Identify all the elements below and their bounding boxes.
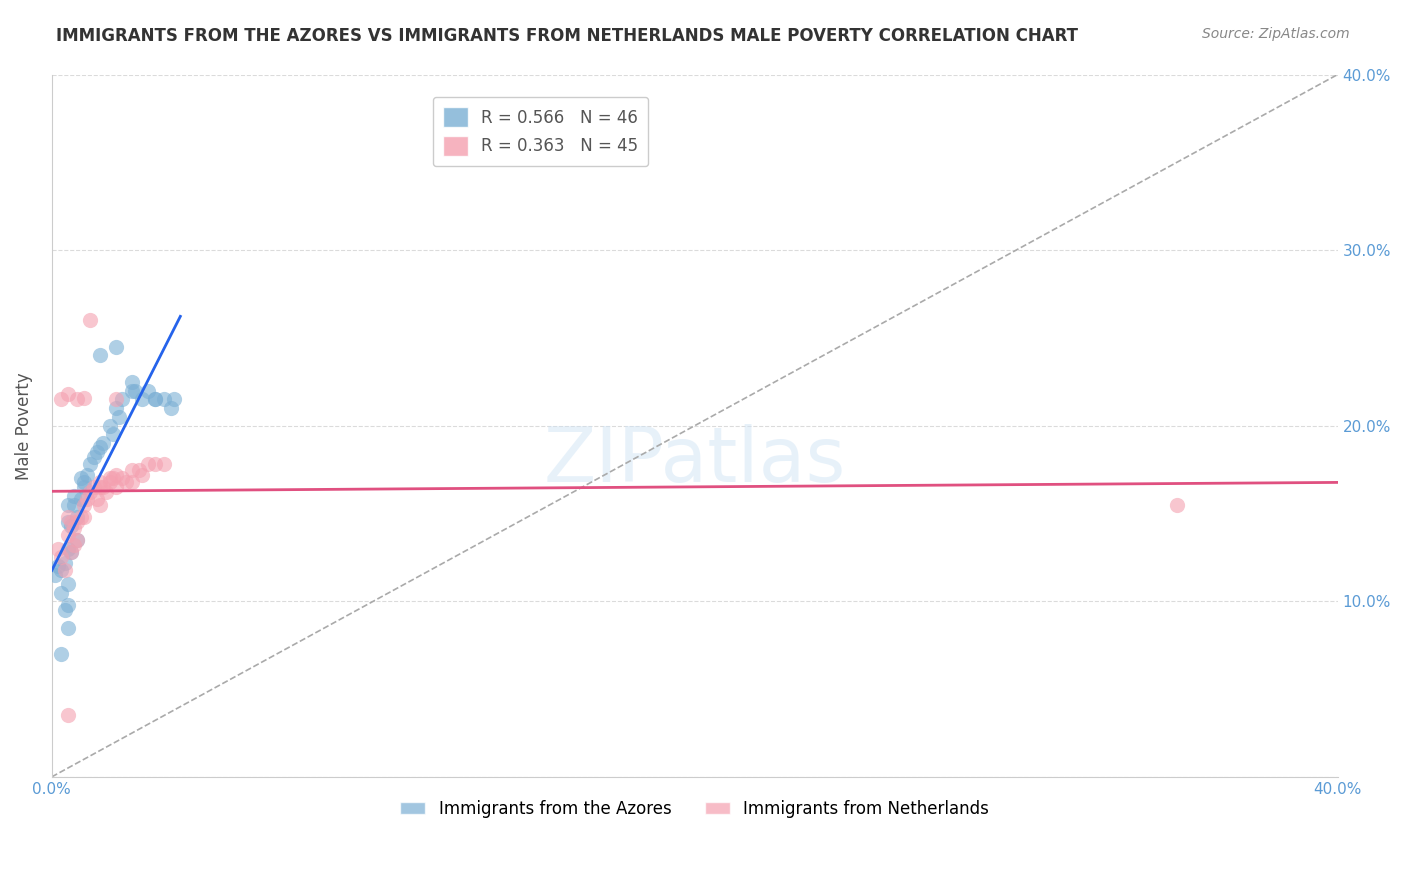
Point bbox=[66, 533, 89, 547]
Point bbox=[89, 498, 111, 512]
Point bbox=[89, 480, 111, 494]
Point bbox=[105, 340, 128, 354]
Point bbox=[163, 392, 186, 407]
Point bbox=[51, 647, 73, 661]
Point bbox=[128, 462, 150, 476]
Point bbox=[69, 471, 91, 485]
Point bbox=[66, 392, 89, 407]
Point bbox=[66, 510, 89, 524]
Text: IMMIGRANTS FROM THE AZORES VS IMMIGRANTS FROM NETHERLANDS MALE POVERTY CORRELATI: IMMIGRANTS FROM THE AZORES VS IMMIGRANTS… bbox=[56, 27, 1078, 45]
Point bbox=[101, 471, 124, 485]
Point bbox=[108, 409, 131, 424]
Point bbox=[73, 510, 96, 524]
Point bbox=[51, 392, 73, 407]
Point bbox=[60, 545, 83, 559]
Point bbox=[105, 467, 128, 482]
Point bbox=[98, 418, 121, 433]
Point bbox=[79, 458, 101, 472]
Point bbox=[143, 392, 166, 407]
Point bbox=[76, 492, 98, 507]
Point bbox=[121, 375, 143, 389]
Point bbox=[51, 585, 73, 599]
Point bbox=[63, 538, 86, 552]
Point bbox=[46, 559, 69, 574]
Point bbox=[114, 475, 136, 489]
Point bbox=[79, 313, 101, 327]
Point bbox=[131, 467, 153, 482]
Point bbox=[98, 475, 121, 489]
Point bbox=[105, 392, 128, 407]
Point bbox=[60, 515, 83, 529]
Point bbox=[86, 492, 108, 507]
Point bbox=[53, 603, 76, 617]
Point bbox=[91, 436, 114, 450]
Point bbox=[53, 556, 76, 570]
Point bbox=[56, 527, 79, 541]
Point bbox=[79, 485, 101, 500]
Point bbox=[153, 458, 176, 472]
Point bbox=[136, 458, 159, 472]
Point bbox=[60, 545, 83, 559]
Point bbox=[66, 533, 89, 547]
Point bbox=[63, 498, 86, 512]
Point bbox=[56, 541, 79, 556]
Point bbox=[56, 515, 79, 529]
Point bbox=[153, 392, 176, 407]
Point bbox=[56, 510, 79, 524]
Point bbox=[69, 492, 91, 507]
Point bbox=[73, 498, 96, 512]
Point bbox=[73, 391, 96, 405]
Point bbox=[56, 498, 79, 512]
Point bbox=[121, 384, 143, 398]
Point bbox=[51, 550, 73, 565]
Point bbox=[56, 387, 79, 401]
Point bbox=[111, 471, 134, 485]
Point bbox=[101, 427, 124, 442]
Point bbox=[53, 563, 76, 577]
Point bbox=[136, 384, 159, 398]
Point bbox=[121, 475, 143, 489]
Point bbox=[56, 576, 79, 591]
Text: ZIPatlas: ZIPatlas bbox=[544, 424, 846, 498]
Point bbox=[66, 515, 89, 529]
Point bbox=[73, 480, 96, 494]
Point bbox=[131, 392, 153, 407]
Point bbox=[91, 480, 114, 494]
Text: Source: ZipAtlas.com: Source: ZipAtlas.com bbox=[1202, 27, 1350, 41]
Point bbox=[56, 708, 79, 723]
Point bbox=[83, 480, 105, 494]
Point bbox=[105, 401, 128, 416]
Point bbox=[46, 541, 69, 556]
Point bbox=[56, 621, 79, 635]
Point bbox=[63, 520, 86, 534]
Point bbox=[69, 510, 91, 524]
Point bbox=[44, 568, 66, 582]
Point bbox=[51, 563, 73, 577]
Point bbox=[86, 445, 108, 459]
Point bbox=[111, 392, 134, 407]
Y-axis label: Male Poverty: Male Poverty bbox=[15, 372, 32, 480]
Point bbox=[98, 471, 121, 485]
Point bbox=[76, 467, 98, 482]
Point bbox=[83, 450, 105, 465]
Point bbox=[63, 489, 86, 503]
Point bbox=[56, 598, 79, 612]
Point bbox=[143, 392, 166, 407]
Point bbox=[121, 462, 143, 476]
Legend: Immigrants from the Azores, Immigrants from Netherlands: Immigrants from the Azores, Immigrants f… bbox=[394, 793, 995, 825]
Point bbox=[143, 458, 166, 472]
Point bbox=[60, 518, 83, 533]
Point bbox=[89, 475, 111, 489]
Point bbox=[96, 485, 118, 500]
Point bbox=[124, 384, 146, 398]
Point bbox=[89, 440, 111, 454]
Point bbox=[105, 480, 128, 494]
Point bbox=[89, 348, 111, 362]
Point bbox=[73, 475, 96, 489]
Point bbox=[159, 401, 181, 416]
Point bbox=[1166, 498, 1188, 512]
